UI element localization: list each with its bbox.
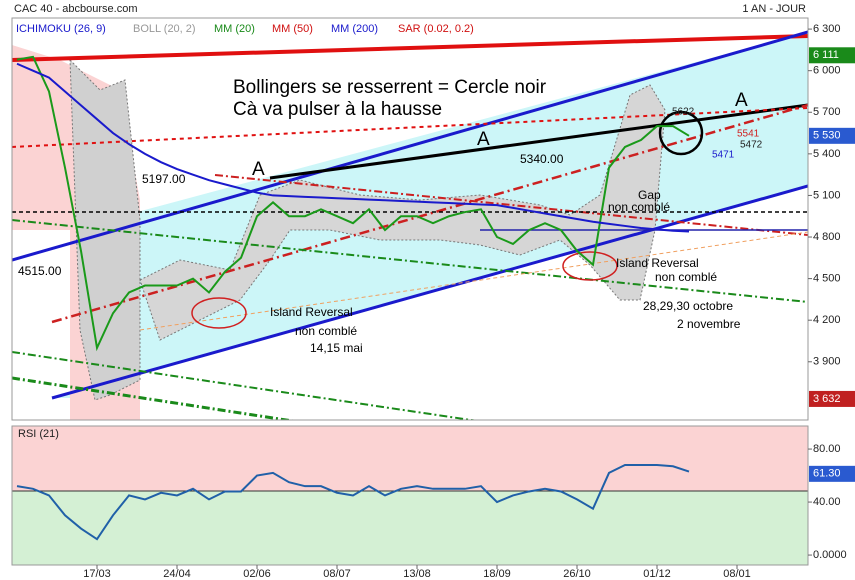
y-tick-label: 0.0000 bbox=[813, 549, 847, 561]
annotation: Island Reversal bbox=[616, 256, 699, 270]
y-tick-label: 4 200 bbox=[813, 314, 841, 326]
legend-entry: MM (200) bbox=[331, 23, 378, 35]
annotation: Gap bbox=[638, 188, 661, 202]
y-tick-label: 6 300 bbox=[813, 23, 841, 35]
y-tick-label: 6 000 bbox=[813, 65, 841, 77]
price-badge-label: 3 632 bbox=[813, 393, 841, 405]
legend-entry: MM (50) bbox=[272, 23, 313, 35]
rsi-marks bbox=[16, 463, 690, 541]
annotation: Bollingers se resserrent = Cercle noir bbox=[233, 77, 547, 98]
legend-entry: ICHIMOKU (26, 9) bbox=[16, 23, 106, 35]
rsi-upper-zone bbox=[12, 426, 808, 491]
y-tick-label: 5 700 bbox=[813, 106, 841, 118]
y-tick-label: 4 500 bbox=[813, 273, 841, 285]
annotation: 5197.00 bbox=[142, 172, 186, 186]
annotation: 14,15 mai bbox=[310, 341, 363, 355]
y-tick-label: 40.00 bbox=[813, 496, 841, 508]
price-frame bbox=[11, 17, 809, 421]
rsi-title: RSI (21) bbox=[18, 428, 59, 440]
y-tick-label: 3 900 bbox=[813, 356, 841, 368]
price-badge bbox=[809, 465, 855, 482]
legend-entry: SAR (0.02, 0.2) bbox=[398, 23, 474, 35]
annotation: 4515.00 bbox=[18, 264, 62, 278]
series-line bbox=[16, 55, 690, 352]
header-right: 1 AN - JOUR bbox=[742, 3, 806, 15]
annotation: 2 novembre bbox=[677, 317, 741, 331]
x-tick-label: 01/12 bbox=[643, 568, 671, 580]
price-badge-label: 6 111 bbox=[813, 49, 839, 61]
price-marks bbox=[16, 55, 690, 352]
y-tick-label: 4 800 bbox=[813, 231, 841, 243]
x-tick-label: 13/08 bbox=[403, 568, 431, 580]
annotation: A bbox=[477, 129, 490, 150]
price-badge bbox=[809, 47, 855, 64]
header-left: CAC 40 - abcbourse.com bbox=[14, 3, 138, 15]
annotation: 5622 bbox=[672, 107, 695, 118]
x-tick-label: 24/04 bbox=[163, 568, 191, 580]
price-badge-label: 61.30 bbox=[813, 468, 841, 480]
x-tick-label: 08/07 bbox=[323, 568, 351, 580]
annotation: non comblé bbox=[608, 200, 670, 214]
price-badge-label: 5 530 bbox=[813, 130, 841, 142]
annotation: 5472 bbox=[740, 140, 763, 151]
annotation: 5471 bbox=[712, 150, 735, 161]
x-tick-label: 02/06 bbox=[243, 568, 271, 580]
x-tick-label: 18/09 bbox=[483, 568, 511, 580]
annotation: A bbox=[252, 159, 265, 180]
price-badge bbox=[809, 127, 855, 144]
price-badge bbox=[809, 390, 855, 407]
annotation: Island Reversal bbox=[270, 305, 353, 319]
x-tick-label: 26/10 bbox=[563, 568, 591, 580]
legend-entry: MM (20) bbox=[214, 23, 255, 35]
annotation: Cà va pulser à la hausse bbox=[233, 99, 442, 120]
annotation: 5340.00 bbox=[520, 152, 564, 166]
annotation: non comblé bbox=[295, 324, 357, 338]
rsi-lower-zone bbox=[12, 491, 808, 565]
y-tick-label: 5 100 bbox=[813, 189, 841, 201]
annotation: A bbox=[735, 90, 748, 111]
annotation: non comblé bbox=[655, 270, 717, 284]
annotation: 5541 bbox=[737, 129, 760, 140]
legend-entry: BOLL (20, 2) bbox=[133, 23, 196, 35]
series-line bbox=[16, 62, 690, 233]
y-tick-label: 80.00 bbox=[813, 443, 841, 455]
x-tick-label: 17/03 bbox=[83, 568, 111, 580]
y-tick-label: 5 400 bbox=[813, 148, 841, 160]
annotations: Bollingers se resserrent = Cercle noir C… bbox=[18, 77, 763, 355]
series-line bbox=[16, 463, 690, 541]
annotation: 28,29,30 octobre bbox=[643, 299, 733, 313]
x-tick-label: 08/01 bbox=[723, 568, 751, 580]
rsi-frame bbox=[11, 425, 809, 566]
